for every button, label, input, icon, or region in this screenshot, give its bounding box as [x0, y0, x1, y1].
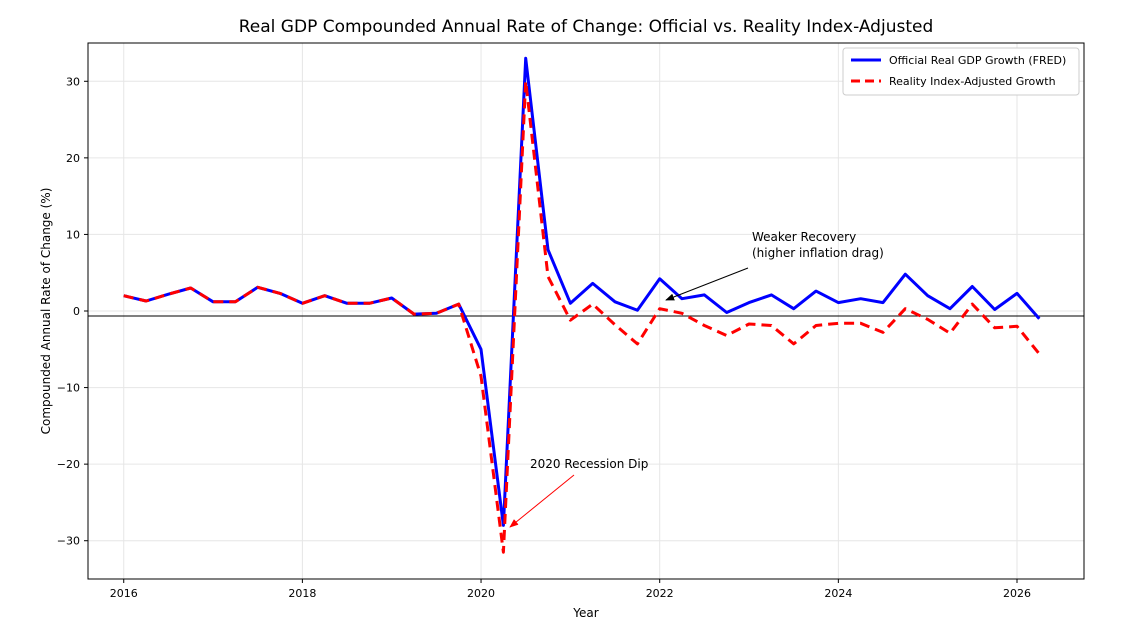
y-tick-label: 0 [73, 305, 80, 318]
legend: Official Real GDP Growth (FRED) Reality … [842, 47, 1080, 96]
y-tick-label: −20 [57, 458, 80, 471]
y-tick-label: 30 [66, 75, 80, 88]
x-axis-label: Year [572, 606, 598, 620]
annotations: 2020 Recession Dip Weaker Recovery (high… [509, 230, 884, 528]
chart-title: Real GDP Compounded Annual Rate of Chang… [239, 17, 934, 37]
x-tick-label: 2016 [110, 587, 138, 600]
y-tick-label: −30 [57, 535, 80, 548]
x-tick-label: 2018 [288, 587, 316, 600]
recovery-arrow [665, 267, 749, 301]
series-lines [123, 56, 1041, 554]
series-official-line [123, 56, 1041, 527]
x-tick-label: 2024 [824, 587, 852, 600]
x-tick-label: 2022 [646, 587, 674, 600]
legend-label-official: Official Real GDP Growth (FRED) [889, 54, 1066, 67]
y-tick-label: 20 [66, 152, 80, 165]
recovery-annotation-line1: Weaker Recovery [752, 230, 856, 244]
x-tick-label: 2020 [467, 587, 495, 600]
legend-box [842, 47, 1080, 96]
x-tick-label: 2026 [1003, 587, 1031, 600]
recession-annotation: 2020 Recession Dip [530, 457, 648, 471]
grid [88, 43, 1084, 579]
axis-ticks: 2016 2018 2020 2022 2024 2026 −30 −20 −10 0 10 20 30 [57, 75, 1031, 600]
series-reality-line [123, 79, 1041, 554]
recovery-annotation-line2: (higher inflation drag) [752, 246, 884, 260]
recession-arrow [509, 474, 575, 528]
y-tick-label: −10 [57, 382, 80, 395]
y-tick-label: 10 [66, 228, 80, 241]
y-axis-label: Compounded Annual Rate of Change (%) [39, 188, 53, 435]
legend-label-reality: Reality Index-Adjusted Growth [889, 75, 1056, 88]
